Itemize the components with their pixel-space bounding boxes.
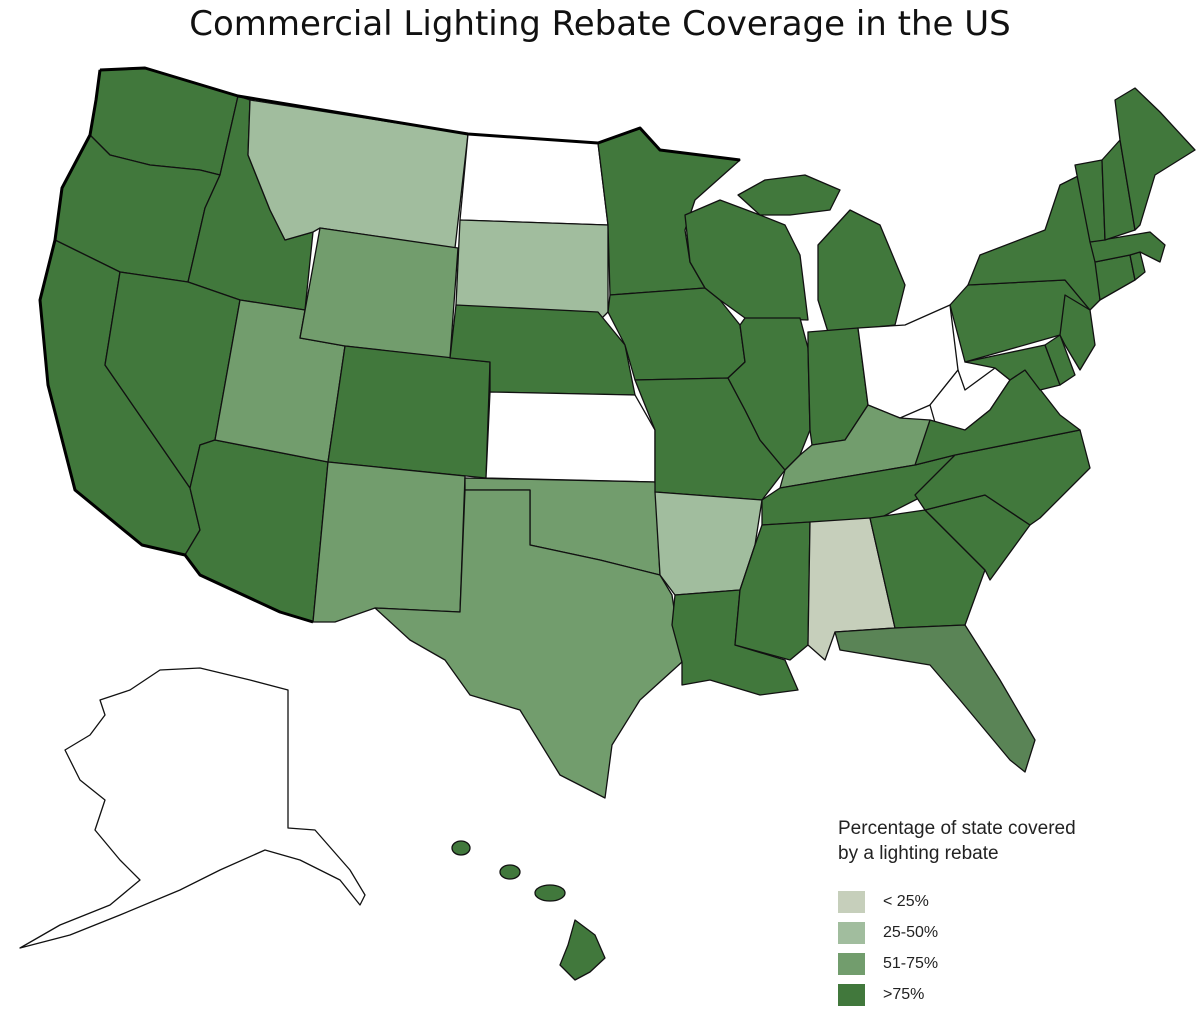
state-montana[interactable]	[247, 99, 469, 249]
state-alaska[interactable]	[19, 667, 366, 949]
state-virginia[interactable]	[914, 369, 1081, 466]
state-connecticut[interactable]	[1094, 254, 1136, 301]
state-north-dakota[interactable]	[459, 133, 609, 226]
legend-label: >75%	[883, 985, 925, 1003]
state-hawaii-big-island[interactable]	[559, 919, 606, 981]
legend-label: 51-75%	[883, 954, 939, 972]
state-massachusetts[interactable]	[1089, 231, 1166, 263]
legend-item: 25-50%	[838, 917, 1178, 948]
state-wisconsin[interactable]	[684, 199, 809, 321]
state-colorado[interactable]	[327, 345, 491, 479]
legend-swatch	[838, 952, 865, 975]
legend-title-line-1: Percentage of state covered	[838, 818, 1076, 839]
legend-label: < 25%	[883, 892, 929, 910]
legend-title-line-2: by a lighting rebate	[838, 843, 999, 864]
legend-item: 51-75%	[838, 948, 1178, 979]
legend-label: 25-50%	[883, 923, 939, 941]
state-new-jersey[interactable]	[1059, 294, 1096, 371]
legend-swatch	[838, 921, 865, 944]
state-michigan-up[interactable]	[737, 174, 841, 216]
state-south-dakota[interactable]	[455, 219, 609, 323]
state-hawaii-kauai[interactable]	[451, 840, 471, 856]
state-wyoming[interactable]	[299, 227, 459, 359]
map-title: Commercial Lighting Rebate Coverage in t…	[189, 4, 1011, 44]
state-texas[interactable]	[374, 489, 683, 799]
state-arizona[interactable]	[184, 439, 329, 623]
state-kansas[interactable]	[485, 391, 656, 483]
legend-swatch	[838, 890, 865, 913]
state-hawaii-oahu[interactable]	[499, 864, 521, 880]
state-florida[interactable]	[834, 624, 1036, 773]
state-georgia[interactable]	[869, 509, 986, 629]
legend-item: >75%	[838, 979, 1178, 1010]
state-maine[interactable]	[1114, 87, 1196, 231]
legend-swatch	[838, 983, 865, 1006]
legend: Percentage of state covered by a lightin…	[838, 816, 1178, 1010]
legend-item: < 25%	[838, 886, 1178, 917]
state-new-mexico[interactable]	[312, 461, 466, 623]
state-hawaii-maui[interactable]	[534, 884, 566, 902]
state-delaware[interactable]	[1044, 334, 1076, 386]
west-coast	[38, 69, 314, 624]
state-illinois[interactable]	[727, 317, 811, 471]
northern-border	[99, 66, 741, 162]
state-michigan[interactable]	[817, 209, 906, 333]
